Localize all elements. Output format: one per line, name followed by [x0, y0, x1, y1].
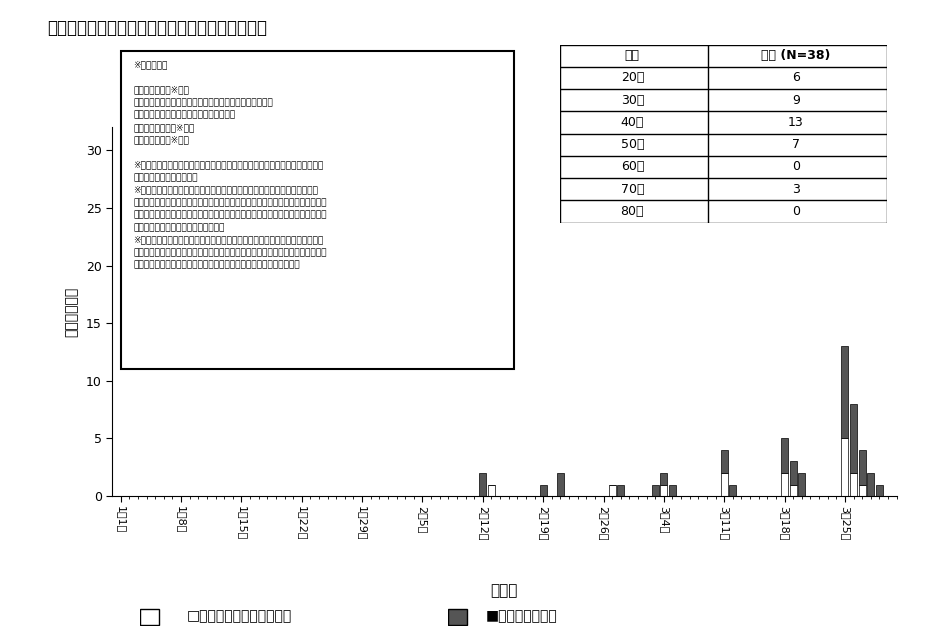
Text: 0: 0: [792, 205, 800, 218]
Bar: [721, 450, 728, 473]
Bar: [868, 473, 874, 496]
Text: 20代: 20代: [620, 71, 644, 85]
Bar: [609, 485, 616, 496]
Bar: [781, 438, 788, 473]
Bar: [842, 438, 848, 496]
Bar: [448, 609, 467, 625]
Bar: [850, 404, 857, 473]
Text: 80代: 80代: [620, 205, 644, 218]
Text: 7: 7: [792, 138, 800, 151]
Bar: [479, 473, 487, 496]
Bar: [790, 462, 797, 485]
Bar: [858, 450, 866, 485]
Bar: [876, 485, 883, 496]
Text: 9: 9: [792, 93, 800, 107]
Bar: [850, 473, 857, 496]
Bar: [660, 485, 667, 496]
FancyBboxPatch shape: [121, 51, 514, 369]
Text: 70代: 70代: [620, 183, 644, 196]
Bar: [669, 485, 676, 496]
Bar: [557, 473, 564, 496]
Text: 40代: 40代: [620, 116, 644, 129]
Y-axis label: 症例数［例］: 症例数［例］: [64, 286, 78, 337]
Bar: [652, 485, 658, 496]
Bar: [140, 609, 159, 625]
Bar: [858, 485, 866, 496]
Bar: [790, 485, 797, 496]
Text: 60代: 60代: [620, 160, 644, 174]
Text: 30代: 30代: [620, 93, 644, 107]
Bar: [781, 473, 788, 496]
Text: ■その他の孤発例: ■その他の孤発例: [486, 609, 558, 623]
X-axis label: 確定日: 確定日: [490, 583, 518, 598]
Bar: [617, 485, 624, 496]
Bar: [799, 473, 805, 496]
Bar: [660, 473, 667, 485]
Text: 人数 (N=38): 人数 (N=38): [761, 49, 830, 62]
Bar: [842, 346, 848, 438]
Text: 13: 13: [788, 116, 803, 129]
Bar: [721, 473, 728, 496]
Text: 50代: 50代: [620, 138, 644, 151]
Text: 3: 3: [792, 183, 800, 196]
Text: 【図５．夜の街クラスターについて（東京都）】: 【図５．夜の街クラスターについて（東京都）】: [47, 19, 267, 37]
Text: ※　特定業種

キャバレー等（※１）
　（注）そのような営業を行っている、いわゆるクラブ、
　　　　ラウンジ、キャバクラ等を含む。
ナイトクラブ等（※２）
バー: ※ 特定業種 キャバレー等（※１） （注）そのような営業を行っている、いわゆるク…: [134, 60, 327, 270]
Bar: [540, 485, 546, 496]
Text: 6: 6: [792, 71, 800, 85]
Bar: [488, 485, 495, 496]
Text: 0: 0: [792, 160, 800, 174]
Text: 年代: 年代: [625, 49, 640, 62]
Bar: [729, 485, 736, 496]
Text: □特定業種に関連した事例: □特定業種に関連した事例: [187, 609, 292, 623]
